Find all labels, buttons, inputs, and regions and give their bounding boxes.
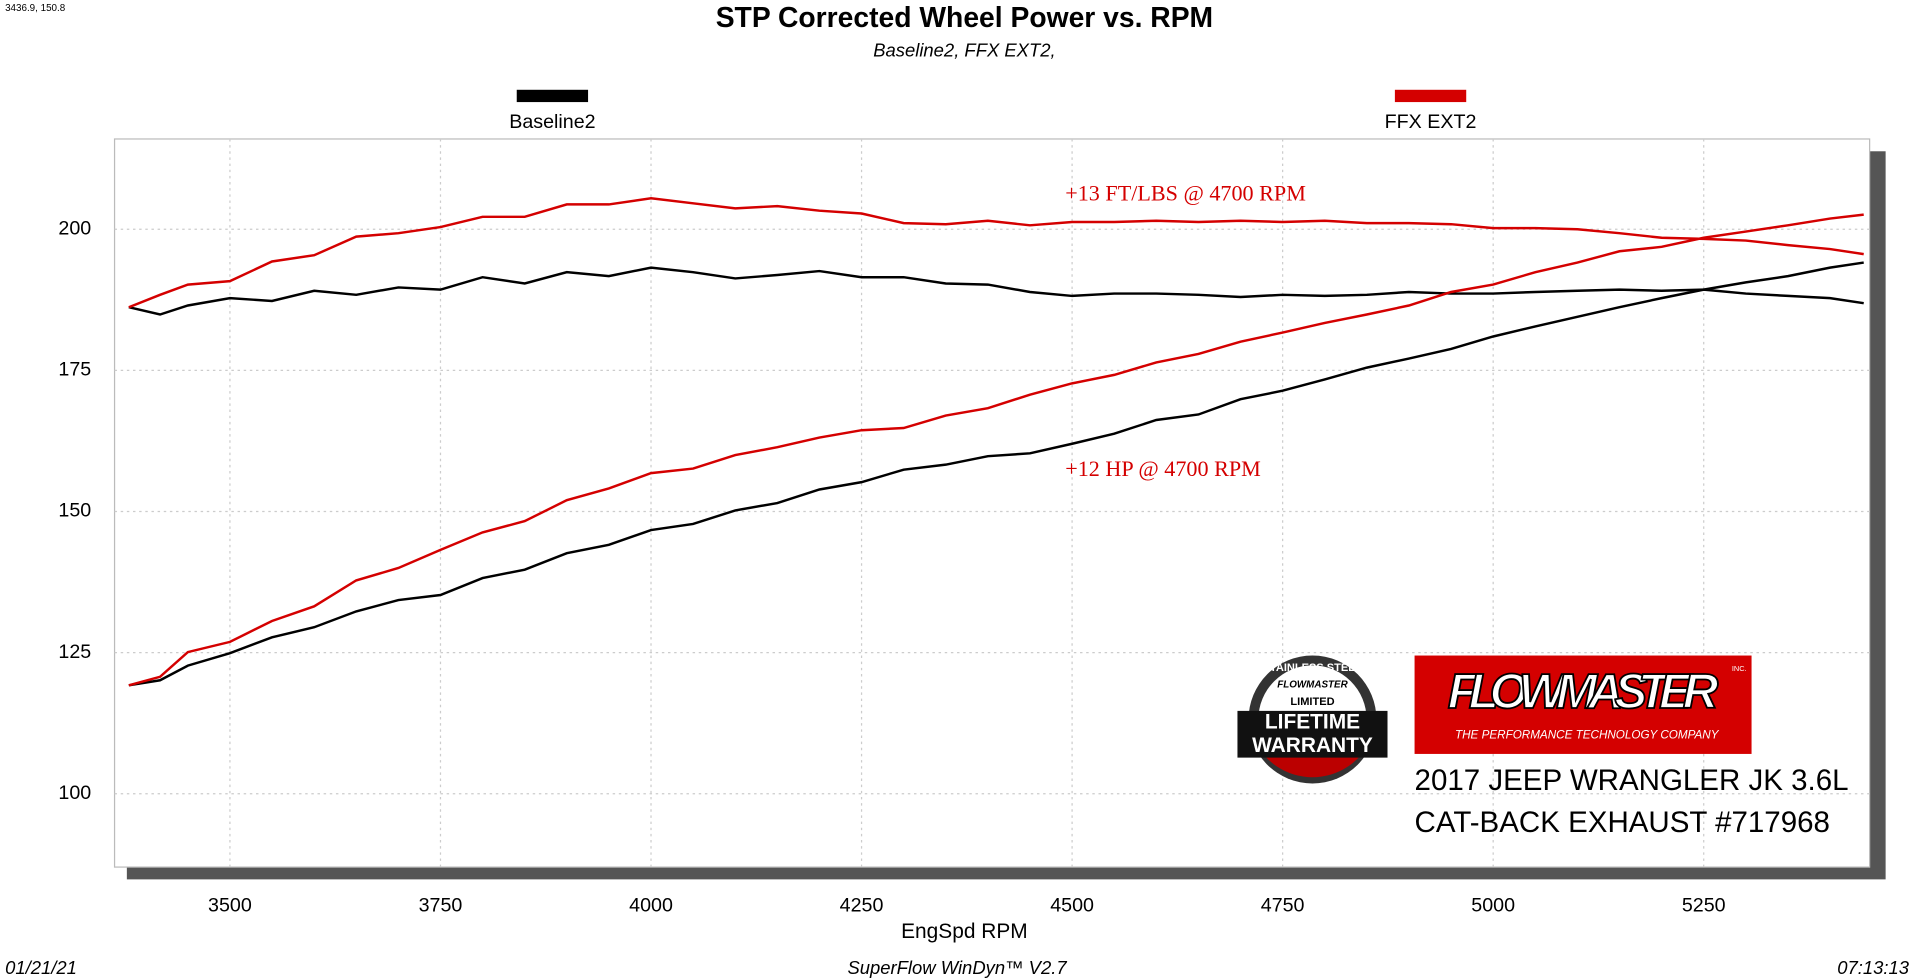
badge-text: STAINLESS STEEL bbox=[1263, 662, 1363, 674]
x-tick-label: 4500 bbox=[1050, 895, 1094, 917]
y-tick-label: 150 bbox=[58, 500, 91, 522]
footer-software: SuperFlow WinDyn™ V2.7 bbox=[847, 957, 1067, 978]
badge-text: LIFETIME bbox=[1265, 711, 1360, 734]
data-line bbox=[128, 197, 1864, 309]
annotation: +12 HP @ 4700 RPM bbox=[1065, 456, 1261, 481]
badge-text: WARRANTY bbox=[1252, 734, 1373, 757]
x-tick-label: 4750 bbox=[1261, 895, 1305, 917]
x-tick-label: 5250 bbox=[1682, 895, 1726, 917]
y-tick-label: 100 bbox=[58, 782, 91, 804]
legend-swatch bbox=[516, 89, 589, 103]
plot-area bbox=[113, 138, 1871, 868]
data-line bbox=[128, 213, 1864, 687]
legend-label: FFX EXT2 bbox=[1385, 111, 1477, 133]
logo-text: FLOWMASTER bbox=[1448, 664, 1719, 719]
logo-box bbox=[1414, 655, 1752, 754]
y-tick-label: 175 bbox=[58, 359, 91, 381]
x-axis-label: EngSpd RPM bbox=[901, 920, 1028, 943]
badge-text: LIMITED bbox=[1290, 696, 1334, 708]
caption: CAT-BACK EXHAUST #717968 bbox=[1415, 806, 1830, 839]
badge-band bbox=[1237, 710, 1388, 758]
footer-date: 01/21/21 bbox=[5, 957, 77, 978]
chart-title: STP Corrected Wheel Power vs. RPM bbox=[716, 1, 1213, 33]
data-line bbox=[128, 266, 1864, 316]
footer-time: 07:13:13 bbox=[1837, 957, 1910, 978]
warranty-badge: STAINLESS STEEL FLOWMASTER LIMITED LIFET… bbox=[1237, 655, 1388, 784]
chart-subtitle: Baseline2, FFX EXT2, bbox=[873, 40, 1055, 61]
x-tick-label: 3750 bbox=[419, 895, 463, 917]
x-tick-label: 5000 bbox=[1471, 895, 1515, 917]
cursor-coords: 3436.9, 150.8 bbox=[5, 3, 66, 14]
caption: 2017 JEEP WRANGLER JK 3.6L bbox=[1415, 764, 1849, 797]
badge-text: FLOWMASTER bbox=[1277, 680, 1348, 691]
legend-label: Baseline2 bbox=[509, 111, 595, 133]
x-tick-label: 4000 bbox=[629, 895, 673, 917]
legend-swatch bbox=[1394, 89, 1467, 103]
annotation: +13 FT/LBS @ 4700 RPM bbox=[1065, 181, 1306, 206]
y-tick-label: 125 bbox=[58, 641, 91, 663]
logo-inc: INC. bbox=[1732, 664, 1747, 673]
data-line bbox=[128, 261, 1864, 687]
flowmaster-logo: FLOWMASTER INC. THE PERFORMANCE TECHNOLO… bbox=[1414, 655, 1752, 754]
y-tick-label: 200 bbox=[58, 217, 91, 239]
logo-tagline: THE PERFORMANCE TECHNOLOGY COMPANY bbox=[1455, 729, 1720, 742]
x-tick-label: 3500 bbox=[208, 895, 252, 917]
x-tick-label: 4250 bbox=[840, 895, 884, 917]
